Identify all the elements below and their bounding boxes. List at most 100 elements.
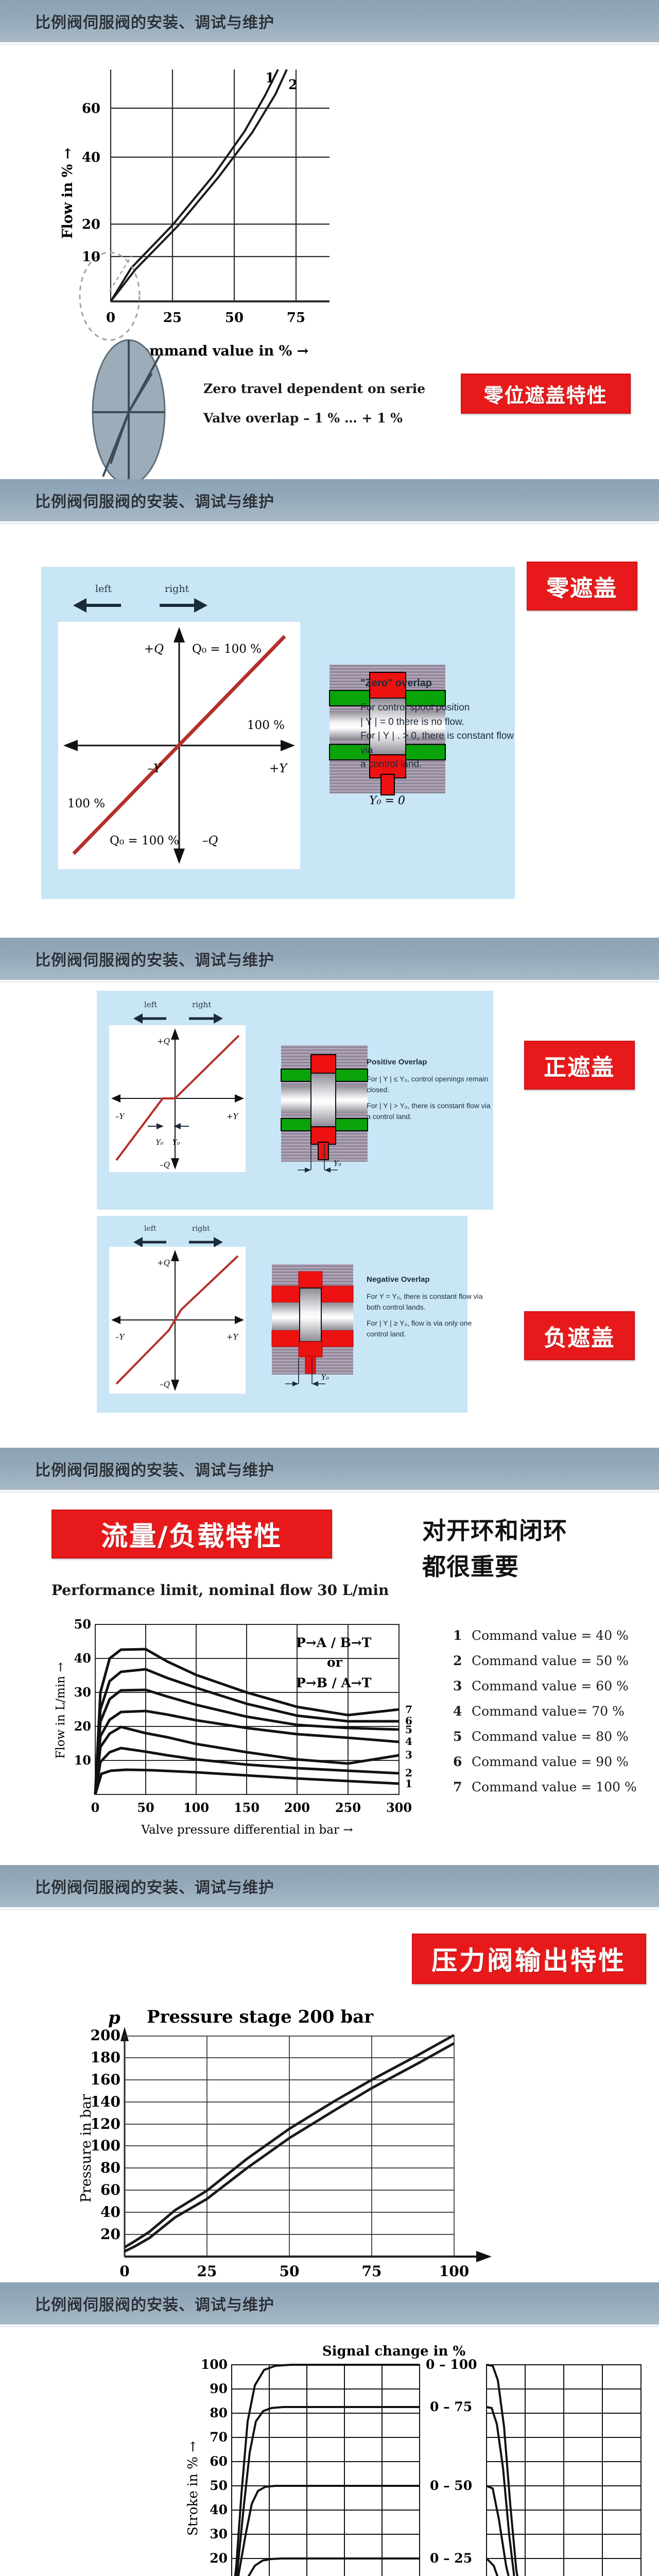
svg-text:70: 70 <box>210 2430 228 2445</box>
legend-label: Command value= 70 % <box>472 1704 625 1719</box>
svg-text:Stroke in % →: Stroke in % → <box>185 2441 201 2536</box>
legend-index: 5 <box>453 1729 462 1744</box>
svg-text:Flow in L/min →: Flow in L/min → <box>54 1662 67 1758</box>
svg-text:7: 7 <box>405 1703 412 1716</box>
svg-text:–Q: –Q <box>160 1380 170 1389</box>
negative-overlap-heading: Negative Overlap <box>367 1275 430 1284</box>
svg-text:100: 100 <box>439 2263 469 2280</box>
svg-text:+Y: +Y <box>227 1332 239 1342</box>
page-title: 比例阀伺服阀的安装、调试与维护 <box>35 1462 274 1480</box>
svg-text:–Y: –Y <box>115 1112 126 1121</box>
slide-4: 比例阀伺服阀的安装、调试与维护 流量/负载特性 对开环和闭环 都很重要 Perf… <box>0 1448 659 1865</box>
svg-text:left: left <box>144 1000 157 1009</box>
svg-text:250: 250 <box>335 1800 361 1815</box>
slide-3-header: 比例阀伺服阀的安装、调试与维护 <box>0 938 659 981</box>
svg-text:P→B / A→T: P→B / A→T <box>296 1675 372 1690</box>
positive-overlap-quadrant-chart: +Q –Q –Y +Y Y₀ Y₀ <box>109 1025 246 1172</box>
svg-text:50: 50 <box>225 310 244 326</box>
slide-6-header: 比例阀伺服阀的安装、调试与维护 <box>0 2282 659 2326</box>
svg-text:Y₀: Y₀ <box>156 1139 164 1147</box>
svg-text:50: 50 <box>280 2263 300 2280</box>
flow-command-chart: 60 40 20 10 0 25 50 75 1 2 Flow in % → C… <box>60 69 330 359</box>
svg-text:100 %: 100 % <box>67 797 105 810</box>
slide-1-note-line-2: Valve overlap – 1 % … + 1 % <box>203 411 403 426</box>
overlap-wheel-icon <box>92 339 166 479</box>
svg-text:Pressure stage 200 bar: Pressure stage 200 bar <box>147 2007 374 2027</box>
negative-overlap-quadrant-chart: +Q –Q –Y +Y <box>109 1247 246 1394</box>
svg-text:Signal change in %: Signal change in % <box>322 2344 466 2359</box>
legend-label: Command value = 50 % <box>472 1653 629 1668</box>
legend-label: Command value = 80 % <box>472 1729 629 1744</box>
legend-item: 3 Command value = 60 % <box>453 1679 654 1693</box>
svg-text:40: 40 <box>74 1651 91 1666</box>
svg-text:10: 10 <box>82 249 100 265</box>
svg-text:20: 20 <box>82 217 100 232</box>
performance-limit-chart: 50 40 30 20 10 0 50 100 150 200 250 300 … <box>54 1617 412 1837</box>
svg-text:40: 40 <box>82 150 100 165</box>
legend-index: 6 <box>453 1754 462 1769</box>
svg-text:2: 2 <box>288 77 298 93</box>
svg-text:1: 1 <box>405 1777 412 1790</box>
svg-text:100: 100 <box>201 2357 228 2372</box>
badge-negative-overlap[interactable]: 负遮盖 <box>524 1311 635 1360</box>
spool-negative-overlap-diagram: Y₀ <box>271 1264 354 1386</box>
slide-2: 比例阀伺服阀的安装、调试与维护 left right left right <box>0 479 659 938</box>
spool-positive-overlap-diagram: Y₀ <box>281 1045 368 1173</box>
svg-text:Y₀: Y₀ <box>321 1374 329 1382</box>
badge-zero-overlap-characteristic[interactable]: 零位遮盖特性 <box>461 374 631 414</box>
badge-positive-overlap[interactable]: 正遮盖 <box>524 1041 635 1090</box>
svg-text:Valve pressure differential in: Valve pressure differential in bar → <box>141 1823 353 1837</box>
step-response-chart: Signal change in % <box>185 2344 641 2576</box>
svg-text:2: 2 <box>405 1767 412 1779</box>
svg-text:–Y: –Y <box>115 1332 126 1342</box>
svg-text:0: 0 <box>119 2263 129 2280</box>
svg-text:50: 50 <box>137 1800 154 1815</box>
legend-item: 6 Command value = 90 % <box>453 1754 654 1769</box>
svg-text:75: 75 <box>362 2263 382 2280</box>
zero-overlap-text-line-2: | Y | = 0 there is no flow. <box>360 716 464 727</box>
svg-text:right: right <box>192 1225 210 1233</box>
spool-zero-overlap-diagram: Y₀ = 0 <box>329 665 446 806</box>
svg-text:1: 1 <box>265 71 274 86</box>
negative-overlap-line-3: For | Y | ≥ Y₀, flow is via only one <box>367 1319 472 1327</box>
svg-text:100 %: 100 % <box>247 719 285 732</box>
zero-overlap-quadrant-chart: +Q Q₀ = 100 % 100 % –Y +Y 100 % Q₀ = 100… <box>58 622 300 869</box>
legend-label: Command value = 40 % <box>472 1628 629 1643</box>
slide-1-note-line-1: Zero travel dependent on serie <box>203 381 426 396</box>
slide-4-note-line-1: 对开环和闭环 <box>422 1517 567 1545</box>
slide-4-note-line-2: 都很重要 <box>422 1553 519 1581</box>
svg-text:right: right <box>165 583 189 595</box>
zero-overlap-text-line-3: For | Y | . > 0, there is constant flow … <box>360 731 514 756</box>
badge-pressure-output-characteristic[interactable]: 压力阀输出特性 <box>412 1934 646 1984</box>
svg-text:Y₀ = 0: Y₀ = 0 <box>369 794 405 806</box>
legend-item: 2 Command value = 50 % <box>453 1653 654 1668</box>
performance-limit-subtitle: Performance limit, nominal flow 30 L/min <box>51 1582 389 1599</box>
svg-text:75: 75 <box>287 310 305 326</box>
slide-3-body: left right +Q –Q –Y +Y <box>0 981 659 1448</box>
legend-label: Command value = 60 % <box>472 1679 629 1693</box>
svg-text:50: 50 <box>74 1617 91 1632</box>
svg-text:right: right <box>192 1000 211 1009</box>
svg-text:200: 200 <box>284 1800 310 1815</box>
svg-text:25: 25 <box>163 310 182 326</box>
direction-arrows-icon: left right <box>133 1225 223 1247</box>
svg-text:10: 10 <box>74 1753 91 1768</box>
svg-text:25: 25 <box>197 2263 217 2280</box>
svg-text:200: 200 <box>91 2027 120 2044</box>
svg-text:Q₀ = 100 %: Q₀ = 100 % <box>110 834 179 848</box>
negative-overlap-line-2: both control lands. <box>367 1303 426 1311</box>
svg-text:80: 80 <box>100 2159 120 2176</box>
legend-index: 4 <box>453 1704 462 1719</box>
badge-zero-overlap[interactable]: 零遮盖 <box>527 562 637 611</box>
badge-flow-load-characteristic[interactable]: 流量/负载特性 <box>51 1510 332 1558</box>
svg-text:+Y: +Y <box>227 1112 239 1121</box>
negative-overlap-line-4: control land. <box>367 1330 406 1338</box>
slide-3: 比例阀伺服阀的安装、调试与维护 left right + <box>0 938 659 1448</box>
legend-item: 1 Command value = 40 % <box>453 1628 654 1643</box>
svg-text:Pressure in bar: Pressure in bar <box>78 2094 94 2203</box>
slide-2-header: 比例阀伺服阀的安装、调试与维护 <box>0 479 659 523</box>
svg-text:180: 180 <box>91 2049 120 2066</box>
svg-text:20: 20 <box>210 2551 228 2566</box>
svg-text:90: 90 <box>210 2381 228 2396</box>
svg-text:40: 40 <box>210 2502 228 2517</box>
